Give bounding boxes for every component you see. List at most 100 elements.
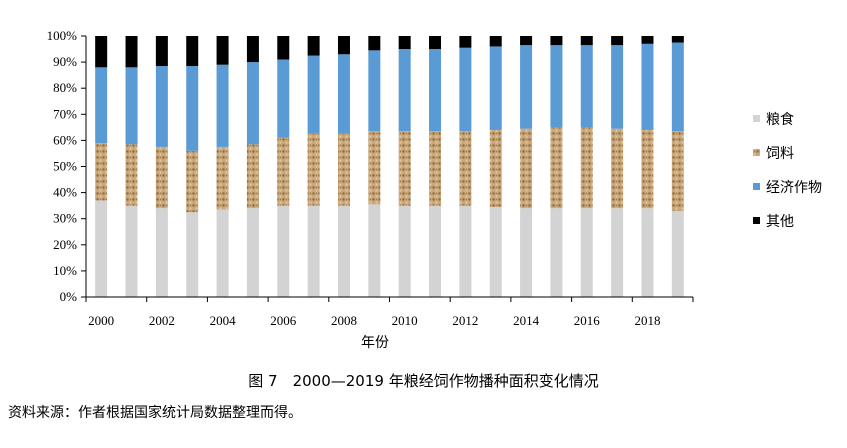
y-tick-label: 100% [47, 28, 78, 43]
y-tick-label: 20% [53, 237, 77, 252]
bar-segment-grain [155, 208, 168, 297]
bar-segment-grain [216, 209, 229, 297]
y-tick-label: 30% [53, 211, 77, 226]
bar-segment-other [520, 36, 533, 46]
bar-segment-grain [246, 208, 259, 297]
bar-segment-grain [429, 205, 442, 297]
bar-segment-grain [459, 205, 472, 297]
bar-segment-cash-crops [429, 49, 442, 132]
y-tick-label: 70% [53, 106, 77, 121]
legend-label: 经济作物 [766, 180, 822, 196]
bar-segment-other [307, 36, 320, 56]
bar-segment-cash-crops [520, 45, 533, 129]
x-tick-label: 2018 [634, 313, 660, 328]
bar-segment-feed [216, 146, 229, 210]
bar-segment-grain [186, 212, 199, 297]
bar-segment-other [550, 36, 563, 46]
x-axis-title: 年份 [361, 335, 389, 351]
x-tick-label: 2002 [149, 313, 175, 328]
bar-segment-cash-crops [489, 46, 502, 130]
bar-segment-grain [671, 210, 684, 297]
y-axis-ticks: 0% 10% 20% 30% 40% 50% 60% 70% 80% 90% 100% [47, 28, 86, 304]
bar-segment-feed [95, 143, 108, 201]
bar-segment-feed [580, 127, 593, 209]
bar-segment-other [186, 36, 199, 67]
bar-segment-feed [550, 127, 563, 209]
x-axis-ticks: 2000 2002 2004 2006 2008 2010 2012 2014 2016 2018 [88, 313, 660, 328]
y-tick-label: 0% [60, 289, 78, 304]
bar-segment-cash-crops [216, 64, 229, 147]
bar-segment-grain [337, 205, 350, 297]
bar-segment-other [368, 36, 381, 51]
bar-segment-feed [459, 131, 472, 206]
axes-layer [85, 36, 694, 302]
bar-segment-feed [429, 131, 442, 206]
legend-swatch [753, 217, 760, 224]
x-tick-label: 2010 [392, 313, 418, 328]
x-tick-label: 2012 [452, 313, 478, 328]
bar-segment-grain [520, 208, 533, 297]
bar-segment-grain [368, 204, 381, 297]
x-tick-label: 2014 [513, 313, 540, 328]
bar-segment-cash-crops [580, 45, 593, 128]
bar-segment-feed [307, 133, 320, 206]
bar-segment-other [671, 36, 684, 43]
bar-segment-feed [671, 131, 684, 211]
bar-segment-other [216, 36, 229, 65]
y-tick-label: 80% [53, 80, 77, 95]
bar-segment-cash-crops [459, 47, 472, 132]
bar-segment-feed [277, 137, 290, 206]
x-tick-label: 2016 [574, 313, 601, 328]
bar-segment-grain [641, 208, 654, 297]
bar-segment-feed [186, 150, 199, 213]
bar-segment-other [611, 36, 624, 46]
legend-swatch [753, 115, 760, 122]
bar-segment-cash-crops [246, 62, 259, 145]
bar-segment-feed [125, 144, 138, 206]
bar-segment-feed [520, 128, 533, 209]
bar-segment-grain [277, 205, 290, 297]
legend-swatch [753, 183, 760, 190]
bar-segment-grain [307, 205, 320, 297]
bar-segment-cash-crops [155, 66, 168, 147]
bar-segment-other [95, 36, 108, 68]
bar-segment-other [246, 36, 259, 63]
bar-segment-other [125, 36, 138, 68]
bar-segment-feed [155, 146, 168, 209]
bar-segment-cash-crops [550, 45, 563, 128]
y-tick-label: 50% [53, 159, 77, 174]
bar-segment-other [459, 36, 472, 48]
bar-segment-grain [611, 208, 624, 297]
bar-segment-feed [489, 129, 502, 207]
x-tick-label: 2004 [210, 313, 237, 328]
bar-segment-other [489, 36, 502, 47]
bar-segment-cash-crops [277, 59, 290, 138]
bars-layer [95, 36, 684, 297]
bar-segment-cash-crops [398, 49, 411, 132]
y-tick-label: 60% [53, 132, 77, 147]
bar-segment-feed [398, 131, 411, 206]
figure-caption: 图 7 2000—2019 年粮经饲作物播种面积变化情况 [248, 372, 599, 390]
bar-segment-cash-crops [307, 55, 320, 134]
bar-segment-feed [611, 128, 624, 209]
bar-segment-cash-crops [368, 50, 381, 132]
legend-swatch [753, 149, 760, 156]
x-tick-label: 2006 [270, 313, 297, 328]
bar-segment-other [641, 36, 654, 44]
bar-segment-other [429, 36, 442, 50]
bar-segment-feed [246, 144, 259, 209]
bar-segment-cash-crops [671, 42, 684, 132]
legend-label: 粮食 [766, 111, 794, 128]
bar-segment-other [277, 36, 290, 60]
bar-segment-cash-crops [641, 43, 654, 130]
bar-segment-grain [398, 205, 411, 297]
bar-segment-grain [125, 205, 138, 297]
bar-segment-cash-crops [95, 67, 108, 144]
bar-segment-grain [489, 206, 502, 297]
bar-segment-cash-crops [611, 45, 624, 129]
source-note: 资料来源：作者根据国家统计局数据整理而得。 [8, 405, 302, 421]
legend-label: 饲料 [766, 146, 794, 162]
bar-segment-grain [95, 200, 108, 297]
bar-segment-grain [550, 208, 563, 297]
